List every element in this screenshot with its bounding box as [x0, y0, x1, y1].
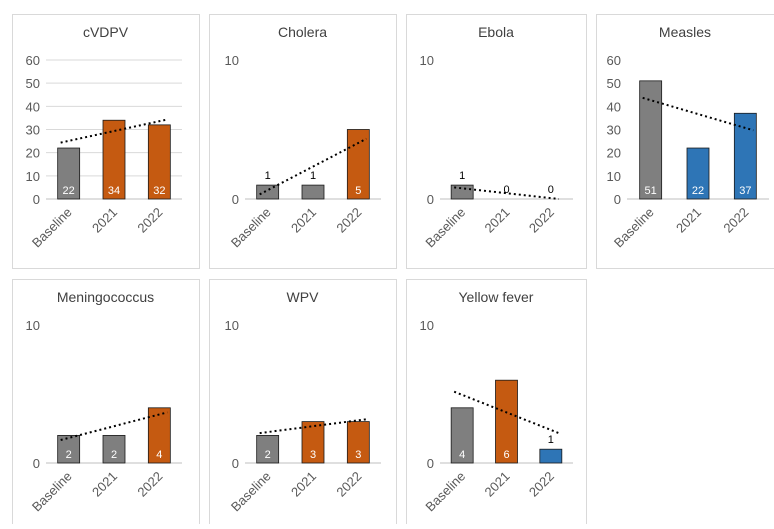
chart-title: Cholera	[278, 24, 327, 40]
bar-2021	[302, 185, 324, 199]
data-label: 1	[310, 170, 316, 182]
y-tick-label: 60	[607, 53, 621, 68]
data-label: 6	[503, 449, 509, 461]
y-tick-label: 10	[607, 169, 621, 184]
y-tick-label: 60	[26, 53, 40, 68]
chart-title: Measles	[659, 24, 711, 40]
y-tick-label: 0	[33, 192, 40, 207]
y-tick-label: 40	[26, 99, 40, 114]
y-tick-label: 10	[26, 318, 40, 333]
data-label: 37	[739, 185, 751, 197]
y-tick-label: 0	[33, 456, 40, 471]
chart-title: cVDPV	[83, 24, 129, 40]
data-label: 22	[692, 185, 704, 197]
y-tick-label: 0	[232, 192, 239, 207]
y-tick-label: 30	[607, 123, 621, 138]
data-label: 34	[108, 185, 120, 197]
data-label: 0	[503, 184, 509, 196]
y-tick-label: 10	[420, 318, 434, 333]
bar-baseline	[257, 185, 279, 199]
data-label: 22	[63, 185, 75, 197]
y-tick-label: 10	[225, 53, 239, 68]
y-tick-label: 0	[614, 192, 621, 207]
data-label: 5	[355, 185, 361, 197]
data-label: 1	[265, 170, 271, 182]
data-label: 2	[111, 449, 117, 461]
y-tick-label: 50	[607, 76, 621, 91]
data-label: 0	[548, 184, 554, 196]
data-label: 4	[156, 449, 162, 461]
chart-title: Ebola	[478, 24, 514, 40]
data-label: 3	[310, 449, 316, 461]
chart-title: Meningococcus	[57, 289, 154, 305]
y-tick-label: 0	[427, 192, 434, 207]
data-label: 1	[548, 434, 554, 446]
y-tick-label: 30	[26, 123, 40, 138]
chart-title: Yellow fever	[459, 289, 534, 305]
y-tick-label: 0	[427, 456, 434, 471]
data-label: 1	[459, 170, 465, 182]
data-label: 51	[645, 185, 657, 197]
data-label: 32	[153, 185, 165, 197]
data-label: 3	[355, 449, 361, 461]
y-tick-label: 10	[420, 53, 434, 68]
y-tick-label: 0	[232, 456, 239, 471]
data-label: 2	[66, 449, 72, 461]
data-label: 4	[459, 449, 465, 461]
y-tick-label: 50	[26, 76, 40, 91]
y-tick-label: 10	[26, 169, 40, 184]
bar-2022	[540, 449, 562, 463]
chart-title: WPV	[287, 289, 320, 305]
y-tick-label: 20	[26, 146, 40, 161]
data-label: 2	[265, 449, 271, 461]
y-tick-label: 20	[607, 146, 621, 161]
chart-panel-measles: Measles010203040506051Baseline2220213720…	[597, 15, 774, 269]
y-tick-label: 10	[225, 318, 239, 333]
y-tick-label: 40	[607, 99, 621, 114]
